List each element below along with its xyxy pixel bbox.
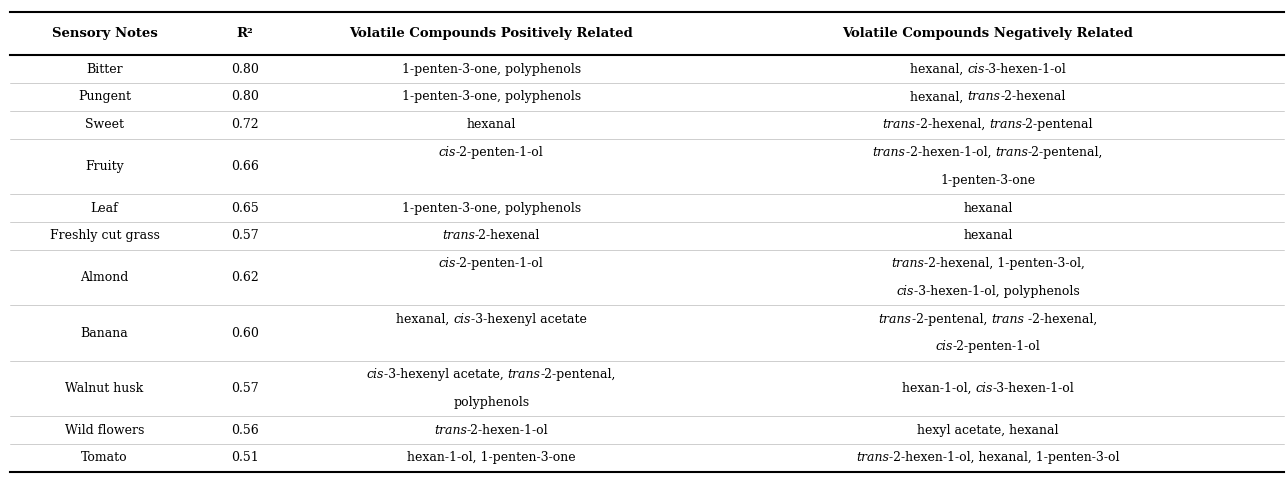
Text: cis: cis [439, 257, 456, 270]
Text: cis: cis [967, 63, 984, 75]
Text: trans: trans [990, 313, 1024, 326]
Text: -2-hexen-1-ol: -2-hexen-1-ol [466, 424, 549, 437]
Text: cis: cis [439, 146, 456, 159]
Text: 0.80: 0.80 [231, 63, 259, 75]
Text: Pungent: Pungent [79, 91, 131, 103]
Text: trans: trans [878, 313, 912, 326]
Text: trans: trans [873, 146, 905, 159]
Text: 0.60: 0.60 [231, 326, 259, 340]
Text: 0.51: 0.51 [231, 451, 259, 465]
Text: Tomato: Tomato [81, 451, 128, 465]
Text: -2-hexen-1-ol,: -2-hexen-1-ol, [905, 146, 996, 159]
Text: -2-penten-1-ol: -2-penten-1-ol [456, 146, 544, 159]
Text: hexanal,: hexanal, [395, 313, 453, 326]
Text: trans: trans [857, 451, 889, 465]
Text: -3-hexen-1-ol, polyphenols: -3-hexen-1-ol, polyphenols [913, 285, 1079, 298]
Text: 0.57: 0.57 [231, 229, 259, 243]
Text: trans: trans [996, 146, 1028, 159]
Text: Leaf: Leaf [90, 201, 118, 215]
Text: Sweet: Sweet [85, 118, 124, 131]
Text: cis: cis [896, 285, 913, 298]
Text: -3-hexen-1-ol: -3-hexen-1-ol [993, 382, 1074, 395]
Text: Banana: Banana [81, 326, 129, 340]
Text: trans: trans [434, 424, 466, 437]
Text: -3-hexen-1-ol: -3-hexen-1-ol [984, 63, 1066, 75]
Text: 0.62: 0.62 [231, 271, 259, 284]
Text: Walnut husk: Walnut husk [66, 382, 144, 395]
Text: Volatile Compounds Positively Related: Volatile Compounds Positively Related [349, 27, 632, 40]
Text: hexanal: hexanal [466, 118, 516, 131]
Text: hexan-1-ol,: hexan-1-ol, [902, 382, 975, 395]
Text: trans: trans [989, 118, 1021, 131]
Text: hexyl acetate, hexanal: hexyl acetate, hexanal [917, 424, 1059, 437]
Text: cis: cis [453, 313, 470, 326]
Text: trans: trans [967, 91, 1001, 103]
Text: 1-penten-3-one, polyphenols: 1-penten-3-one, polyphenols [402, 91, 581, 103]
Text: cis: cis [935, 341, 953, 353]
Text: 1-penten-3-one, polyphenols: 1-penten-3-one, polyphenols [402, 63, 581, 75]
Text: hexanal: hexanal [963, 229, 1012, 243]
Text: trans: trans [442, 229, 475, 243]
Text: polyphenols: polyphenols [453, 396, 529, 409]
Text: Freshly cut grass: Freshly cut grass [50, 229, 160, 243]
Text: -3-hexenyl acetate,: -3-hexenyl acetate, [384, 368, 507, 381]
Text: trans: trans [882, 118, 916, 131]
Text: Sensory Notes: Sensory Notes [52, 27, 157, 40]
Text: 0.56: 0.56 [231, 424, 259, 437]
Text: Wild flowers: Wild flowers [64, 424, 144, 437]
Text: -2-pentenal,: -2-pentenal, [1028, 146, 1104, 159]
Text: trans: trans [891, 257, 923, 270]
Text: 1-penten-3-one: 1-penten-3-one [940, 174, 1036, 187]
Text: trans: trans [507, 368, 541, 381]
Text: 0.80: 0.80 [231, 91, 259, 103]
Text: cis: cis [367, 368, 384, 381]
Text: cis: cis [975, 382, 993, 395]
Text: hexanal,: hexanal, [909, 63, 967, 75]
Text: 1-penten-3-one, polyphenols: 1-penten-3-one, polyphenols [402, 201, 581, 215]
Text: -3-hexenyl acetate: -3-hexenyl acetate [470, 313, 586, 326]
Text: 0.66: 0.66 [231, 160, 259, 173]
Text: -2-penten-1-ol: -2-penten-1-ol [456, 257, 544, 270]
Text: -2-pentenal,: -2-pentenal, [541, 368, 616, 381]
Text: -2-hexenal: -2-hexenal [1001, 91, 1065, 103]
Text: hexanal: hexanal [963, 201, 1012, 215]
Text: -2-hexenal: -2-hexenal [475, 229, 540, 243]
Text: Fruity: Fruity [85, 160, 124, 173]
Text: -2-pentenal,: -2-pentenal, [912, 313, 990, 326]
Text: 0.72: 0.72 [231, 118, 259, 131]
Text: hexan-1-ol, 1-penten-3-one: hexan-1-ol, 1-penten-3-one [407, 451, 576, 465]
Text: -2-pentenal: -2-pentenal [1021, 118, 1094, 131]
Text: 0.65: 0.65 [231, 201, 259, 215]
Text: -2-hexenal,: -2-hexenal, [1024, 313, 1097, 326]
Text: -2-penten-1-ol: -2-penten-1-ol [953, 341, 1041, 353]
Text: Bitter: Bitter [86, 63, 122, 75]
Text: -2-hexenal,: -2-hexenal, [916, 118, 989, 131]
Text: 0.57: 0.57 [231, 382, 259, 395]
Text: Almond: Almond [80, 271, 129, 284]
Text: hexanal,: hexanal, [911, 91, 967, 103]
Text: R²: R² [236, 27, 252, 40]
Text: -2-hexen-1-ol, hexanal, 1-penten-3-ol: -2-hexen-1-ol, hexanal, 1-penten-3-ol [889, 451, 1119, 465]
Text: -2-hexenal, 1-penten-3-ol,: -2-hexenal, 1-penten-3-ol, [923, 257, 1084, 270]
Text: Volatile Compounds Negatively Related: Volatile Compounds Negatively Related [842, 27, 1133, 40]
